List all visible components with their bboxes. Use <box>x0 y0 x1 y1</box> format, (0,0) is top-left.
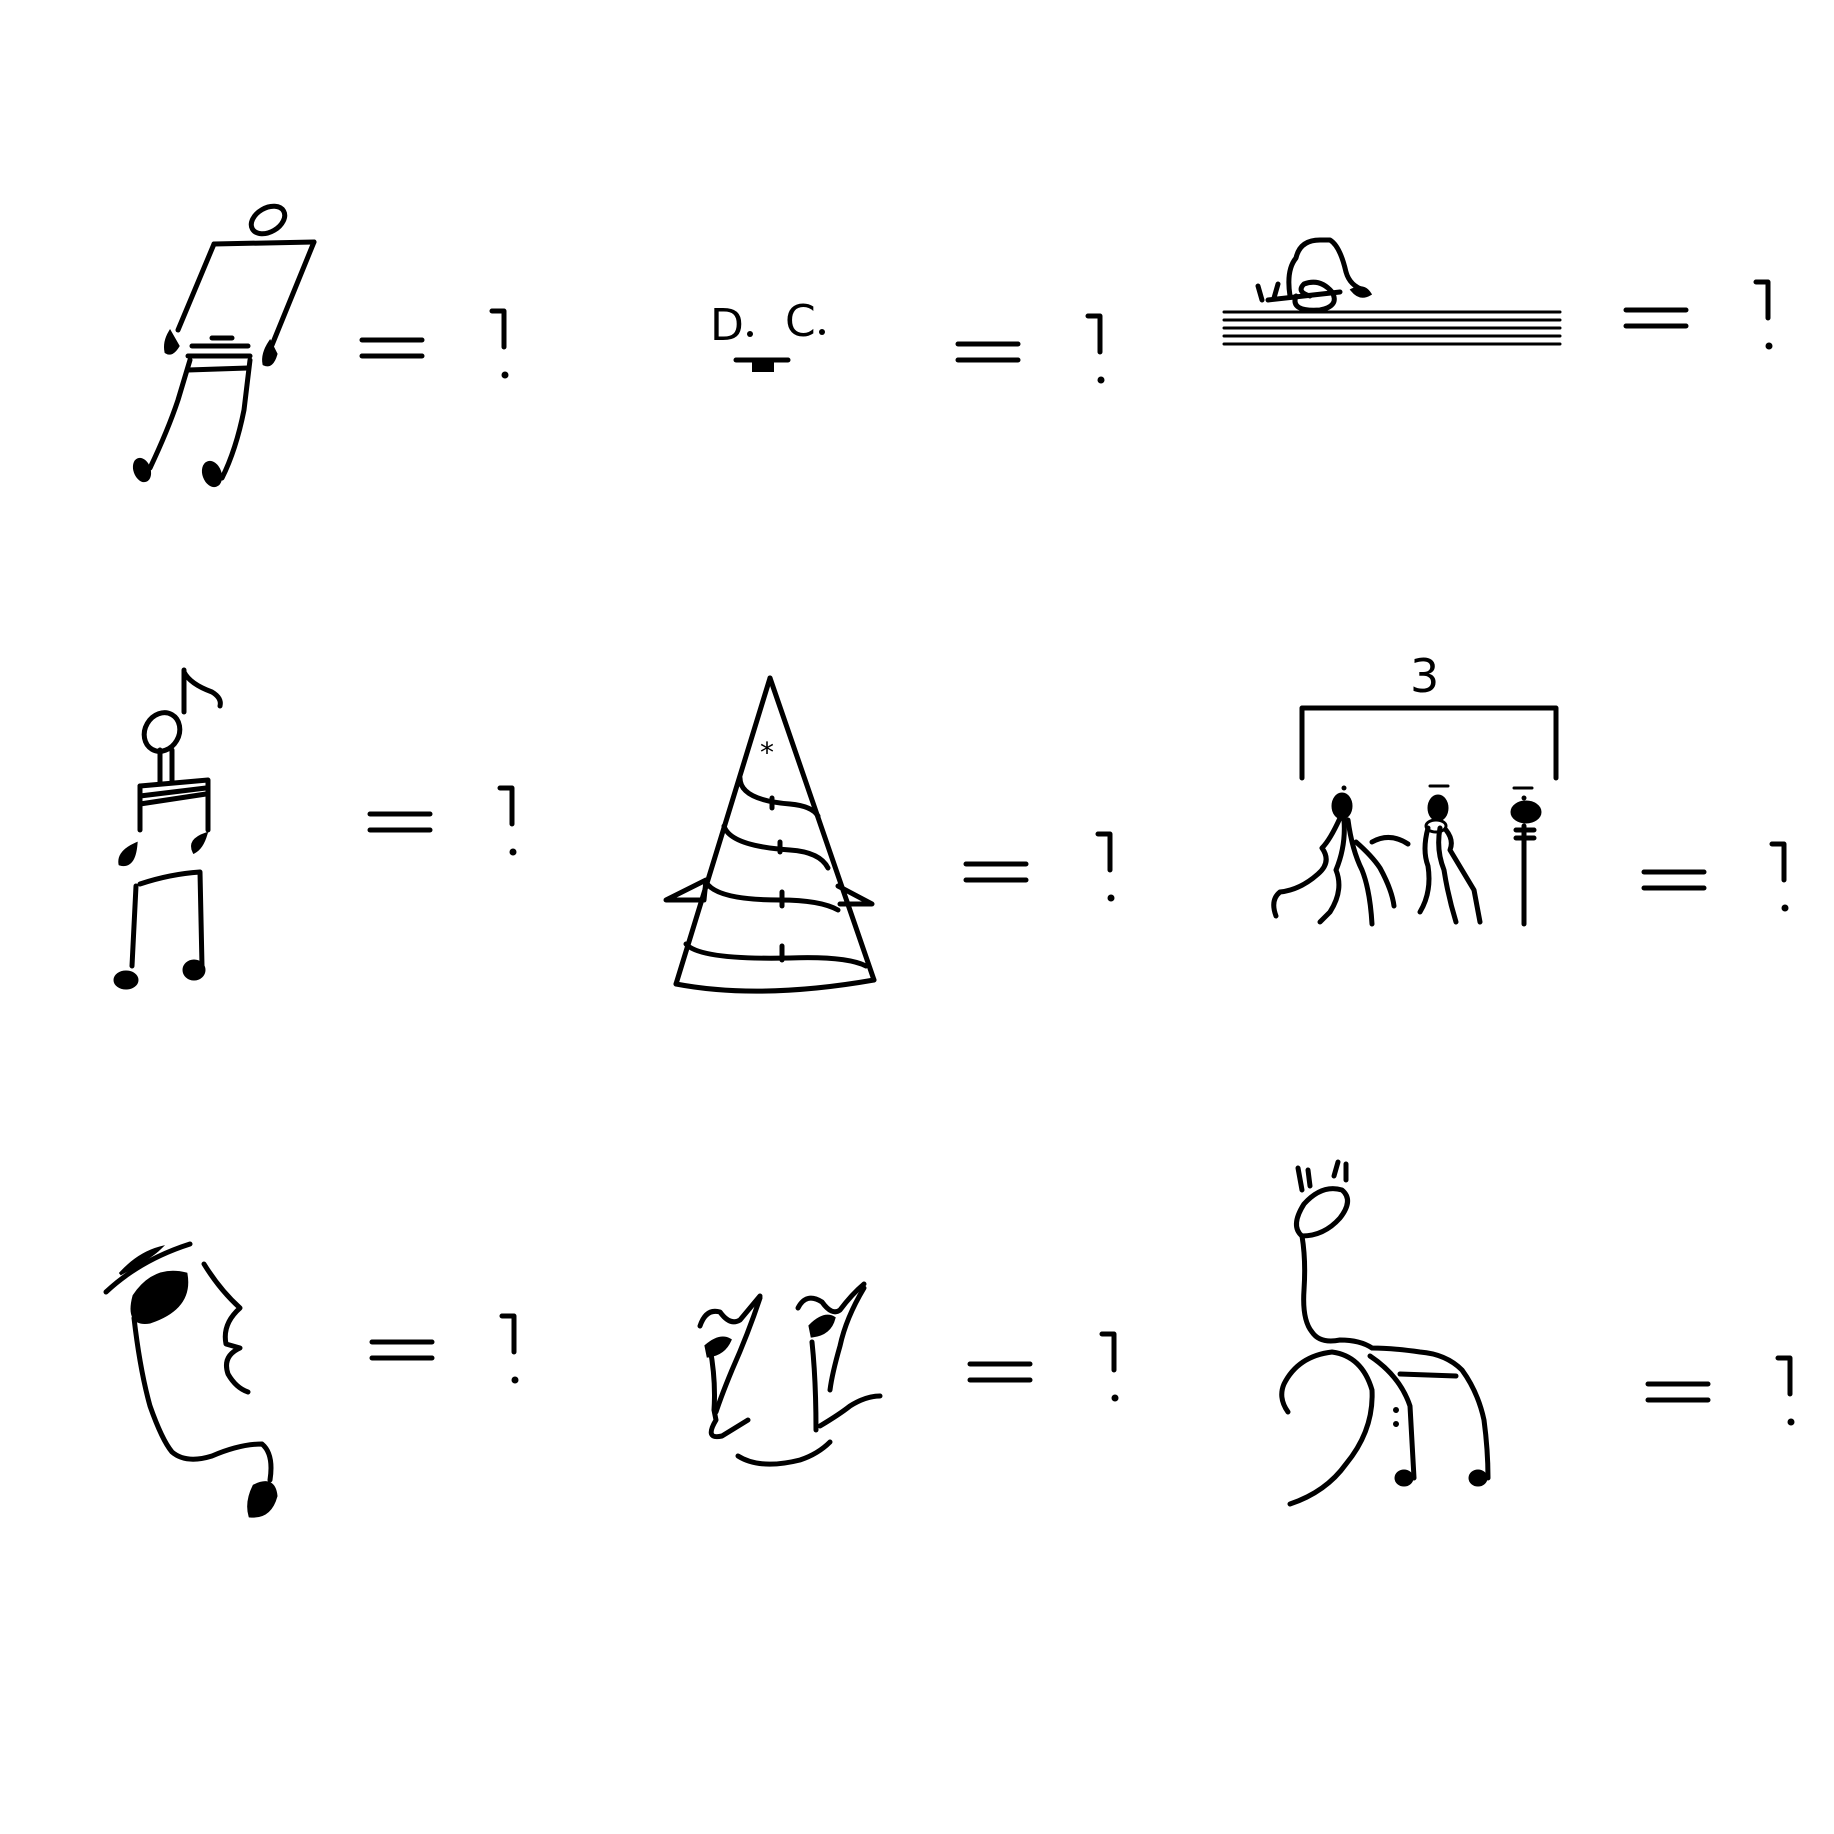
equals-sign-5 <box>966 864 1026 880</box>
question-mark-3 <box>1756 282 1773 350</box>
equals-sign-9 <box>1648 1384 1708 1400</box>
dc-letter-d: D <box>710 300 744 351</box>
fermata-mouth-icon <box>752 360 774 372</box>
question-mark-1 <box>492 311 509 379</box>
question-mark-8 <box>1102 1334 1119 1402</box>
equals-sign-3 <box>1626 310 1686 326</box>
staff-snail <box>1222 237 1562 346</box>
head-note-icon <box>248 203 288 237</box>
eighth-note-faces <box>697 1281 883 1467</box>
equals-sign-8 <box>970 1364 1030 1380</box>
question-mark-7 <box>502 1316 519 1384</box>
question-mark-4 <box>500 788 517 856</box>
dc-letter-c: C <box>785 296 816 347</box>
equals-sign-4 <box>370 814 430 830</box>
question-mark-5 <box>1098 834 1115 902</box>
question-mark-9 <box>1778 1358 1795 1426</box>
question-mark-6 <box>1772 844 1789 912</box>
party-hat-tree: * <box>663 675 877 994</box>
sixteenth-notes-figure <box>132 203 317 488</box>
note-figure-with-flag <box>113 667 223 990</box>
da-capo-face: D C <box>710 296 825 372</box>
tuplet-number: 3 <box>1410 649 1439 703</box>
hat-face-profile <box>103 1241 278 1518</box>
equals-sign-1 <box>362 340 422 356</box>
triplet-bracket-creatures: 3 <box>1271 649 1559 927</box>
bass-clef-giraffe <box>1279 1159 1491 1507</box>
asterisk-star-icon: * <box>760 736 774 769</box>
equals-sign-2 <box>958 344 1018 360</box>
equals-sign-7 <box>372 1342 432 1358</box>
question-mark-2 <box>1088 316 1105 384</box>
equals-sign-6 <box>1644 872 1704 888</box>
